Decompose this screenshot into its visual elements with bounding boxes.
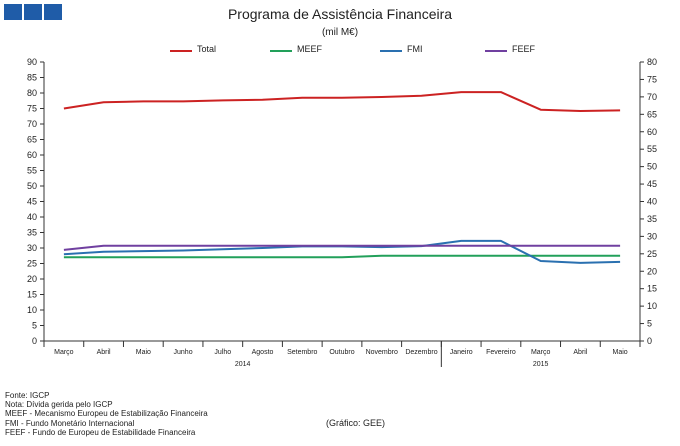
chart-title: Programa de Assistência Financeira (227, 6, 453, 22)
note-feef: FEEF - Fundo de Europeu de Estabilidade … (5, 427, 196, 437)
x-tick-label: Julho (214, 349, 231, 356)
series-line-fmi (63, 239, 621, 264)
x-tick-label: Janeiro (450, 349, 473, 356)
chart-subtitle: (mil M€) (321, 27, 359, 38)
y-tick-label-left: 20 (27, 274, 37, 284)
y-tick-label-left: 15 (27, 290, 37, 300)
y-tick-label-right: 75 (647, 74, 657, 84)
y-tick-label-right: 80 (647, 57, 657, 67)
x-tick-label: Novembro (366, 349, 398, 356)
y-tick-label-left: 30 (27, 243, 37, 253)
year-label: 2015 (533, 361, 549, 368)
x-tick-label: Agosto (252, 349, 274, 356)
y-tick-label-right: 55 (647, 144, 657, 154)
y-tick-label-right: 20 (647, 266, 657, 276)
logo-square-icon (24, 4, 42, 20)
legend-label: FMI (407, 44, 423, 54)
x-tick-label: Outubro (329, 349, 354, 356)
note-meef: MEEF - Mecanismo Europeu de Estabilizaçã… (5, 409, 208, 419)
y-tick-label-left: 25 (27, 259, 37, 269)
y-tick-label-left: 50 (27, 181, 37, 191)
legend-swatch-fmi (380, 50, 402, 52)
series-line-total (63, 91, 621, 112)
y-tick-label-left: 90 (27, 57, 37, 67)
y-tick-label-right: 25 (647, 249, 657, 259)
x-tick-label: Junho (174, 349, 193, 356)
y-tick-label-left: 65 (27, 135, 37, 145)
y-tick-label-right: 30 (647, 231, 657, 241)
y-tick-label-right: 0 (647, 336, 652, 346)
y-tick-label-left: 0 (32, 336, 37, 346)
x-tick-label: Dezembro (405, 349, 437, 356)
legend-swatch-total (170, 50, 192, 52)
legend-swatch-feef (485, 50, 507, 52)
chart-legend: Total MEEF FMI FEEF (0, 44, 680, 58)
legend-swatch-meef (270, 50, 292, 52)
y-tick-label-right: 45 (647, 179, 657, 189)
chart-notes: Fonte: IGCP Nota: Dívida gerida pelo IGC… (5, 391, 208, 437)
x-tick-label: Abril (97, 349, 111, 356)
y-tick-label-right: 35 (647, 214, 657, 224)
series-line-meef (63, 254, 621, 259)
y-tick-label-right: 10 (647, 301, 657, 311)
y-tick-label-left: 75 (27, 104, 37, 114)
x-tick-label: Setembro (287, 349, 317, 356)
y-tick-label-left: 45 (27, 197, 37, 207)
y-tick-label-left: 80 (27, 88, 37, 98)
x-tick-label: Maio (136, 349, 151, 356)
y-tick-label-right: 15 (647, 284, 657, 294)
x-tick-label: Fevereiro (486, 349, 516, 356)
y-tick-label-left: 35 (27, 228, 37, 238)
legend-label: Total (197, 44, 217, 54)
series-line-feef (63, 244, 621, 251)
note-fmi: FMI - Fundo Monetário Internacional (5, 418, 135, 428)
y-tick-label-left: 55 (27, 166, 37, 176)
y-tick-label-right: 70 (647, 92, 657, 102)
logo-square-icon (4, 4, 22, 20)
logo-square-icon (44, 4, 62, 20)
year-label: 2014 (235, 361, 251, 368)
y-tick-label-left: 10 (27, 305, 37, 315)
y-tick-label-right: 60 (647, 127, 657, 137)
line-chart: 0 5 10 15 20 25 30 35 40 45 50 55 60 65 70 75 80 85 90 0 5 10… (27, 57, 657, 368)
chart-credit: (Gráfico: GEE) (326, 418, 386, 428)
note-source: Fonte: IGCP (5, 391, 50, 400)
y-tick-label-right: 50 (647, 162, 657, 172)
y-tick-label-left: 85 (27, 73, 37, 83)
x-tick-label: Abril (573, 349, 587, 356)
y-tick-label-right: 40 (647, 197, 657, 207)
y-tick-label-left: 5 (32, 321, 37, 331)
y-tick-label-right: 65 (647, 109, 657, 119)
x-tick-label: Março (531, 349, 551, 356)
x-tick-label: Maio (613, 349, 628, 356)
legend-label: MEEF (297, 44, 323, 54)
x-tick-label: Março (54, 349, 74, 356)
y-tick-label-right: 5 (647, 319, 652, 329)
y-tick-label-left: 70 (27, 119, 37, 129)
y-tick-label-left: 40 (27, 212, 37, 222)
note-managed-debt: Nota: Dívida gerida pelo IGCP (5, 400, 113, 410)
legend-label: FEEF (512, 44, 536, 54)
y-tick-label-left: 60 (27, 150, 37, 160)
